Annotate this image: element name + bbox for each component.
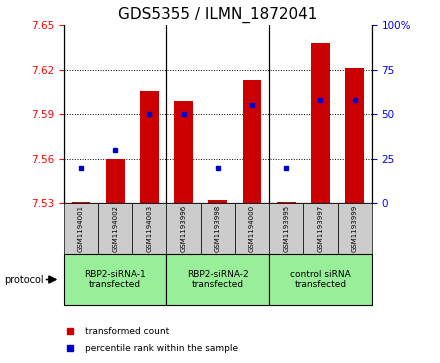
- Text: GSM1193999: GSM1193999: [352, 205, 358, 252]
- Bar: [209, 200, 227, 203]
- Text: GSM1193997: GSM1193997: [318, 205, 323, 252]
- Bar: [64, 203, 98, 254]
- Bar: [269, 254, 372, 305]
- Bar: [132, 203, 166, 254]
- Bar: [166, 254, 269, 305]
- Bar: [98, 203, 132, 254]
- Text: GSM1194001: GSM1194001: [78, 205, 84, 252]
- Text: percentile rank within the sample: percentile rank within the sample: [85, 344, 238, 353]
- Text: GSM1194003: GSM1194003: [147, 205, 152, 252]
- Text: control siRNA
transfected: control siRNA transfected: [290, 270, 351, 289]
- Title: GDS5355 / ILMN_1872041: GDS5355 / ILMN_1872041: [118, 7, 318, 23]
- Bar: [269, 203, 303, 254]
- Text: RBP2-siRNA-1
transfected: RBP2-siRNA-1 transfected: [84, 270, 146, 289]
- Bar: [345, 68, 364, 203]
- Text: RBP2-siRNA-2
transfected: RBP2-siRNA-2 transfected: [187, 270, 249, 289]
- Text: GSM1193998: GSM1193998: [215, 205, 221, 252]
- Text: transformed count: transformed count: [85, 327, 169, 335]
- Bar: [166, 203, 201, 254]
- Bar: [311, 43, 330, 203]
- Text: GSM1194002: GSM1194002: [112, 205, 118, 252]
- Bar: [201, 203, 235, 254]
- Bar: [242, 80, 261, 203]
- Bar: [303, 203, 337, 254]
- Bar: [277, 202, 296, 203]
- Text: GSM1193996: GSM1193996: [180, 205, 187, 252]
- Text: protocol: protocol: [4, 274, 44, 285]
- Bar: [140, 91, 159, 203]
- Bar: [337, 203, 372, 254]
- Text: GSM1194000: GSM1194000: [249, 205, 255, 252]
- Bar: [174, 101, 193, 203]
- Bar: [64, 254, 166, 305]
- Bar: [235, 203, 269, 254]
- Bar: [71, 202, 90, 203]
- Text: GSM1193995: GSM1193995: [283, 205, 289, 252]
- Bar: [106, 159, 125, 203]
